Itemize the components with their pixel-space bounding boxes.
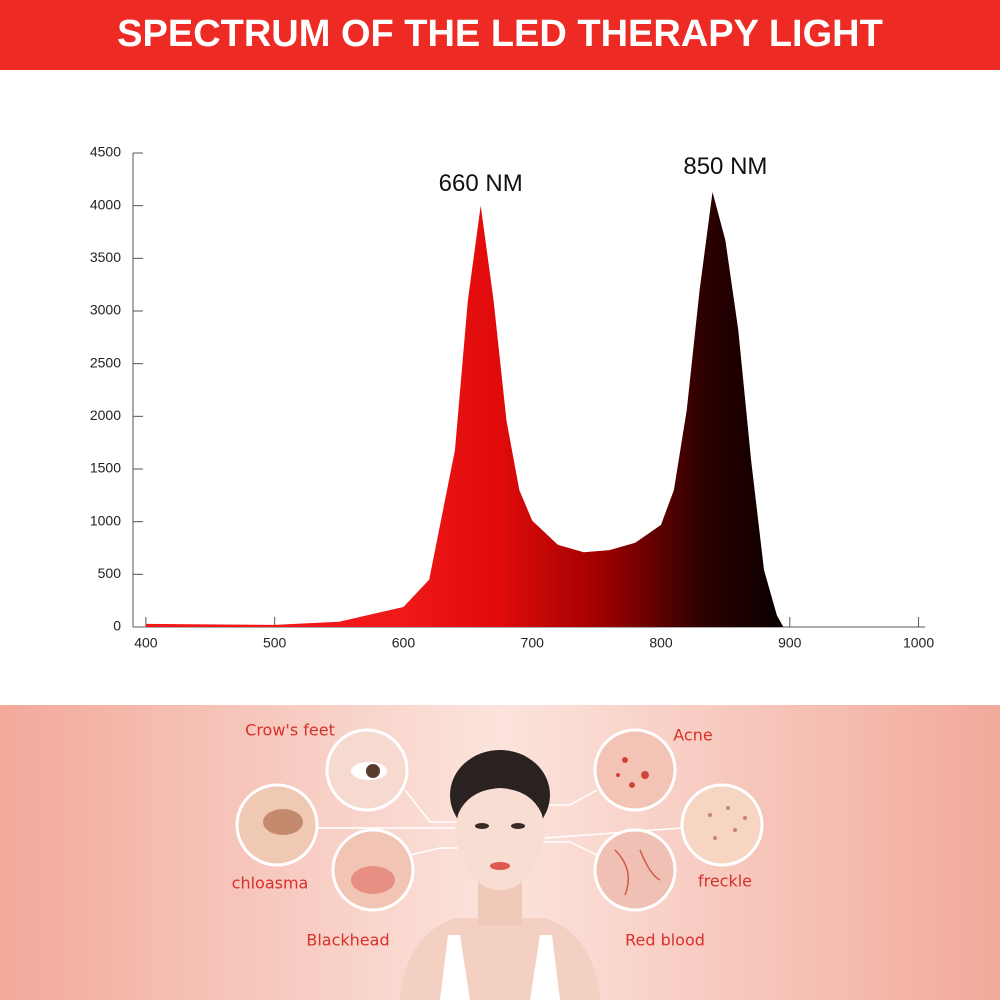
y-tick-label: 4000 — [90, 196, 121, 212]
y-tick-label: 2500 — [90, 354, 121, 370]
connector-lines — [317, 789, 683, 856]
lips — [490, 862, 510, 870]
spectrum-area — [145, 191, 784, 627]
x-tick-label: 900 — [778, 635, 802, 651]
icon-freckle — [708, 806, 747, 840]
x-tick-label: 800 — [649, 635, 673, 651]
y-tick-label: 1000 — [90, 512, 121, 528]
icon-vessels — [614, 849, 661, 896]
skin-label: Crow's feet — [245, 721, 335, 740]
y-tick-label: 3500 — [90, 249, 121, 265]
peak-label: 850 NM — [683, 153, 767, 180]
y-tick-label: 4500 — [90, 144, 121, 160]
skin-label: chloasma — [232, 874, 309, 893]
skin-panel: Crow's feet Acne chloasma freckle Blackh… — [0, 705, 1000, 1000]
eye — [475, 823, 489, 829]
y-tick-label: 0 — [113, 618, 121, 634]
y-tick-label: 1500 — [90, 460, 121, 476]
hairline — [456, 771, 544, 820]
header-band — [0, 0, 1000, 70]
icon-nose — [351, 866, 395, 894]
peak-label: 660 NM — [439, 170, 523, 197]
skin-label: Acne — [673, 726, 712, 745]
x-tick-label: 1000 — [903, 635, 934, 651]
skin-label: Blackhead — [306, 931, 389, 950]
icon-acne — [616, 757, 649, 788]
x-tick-label: 400 — [134, 635, 158, 651]
eye — [511, 823, 525, 829]
x-tick-label: 700 — [521, 635, 545, 651]
y-tick-label: 3000 — [90, 302, 121, 318]
skin-label: Red blood — [625, 931, 705, 950]
face — [456, 774, 544, 890]
skin-label: freckle — [698, 872, 752, 891]
spectrum-chart: 0 500 1000 1500 2000 2500 3000 3500 4000 4500 400 5… — [90, 144, 934, 651]
header-title: SPECTRUM OF THE LED THERAPY LIGHT — [117, 13, 883, 55]
y-tick-label: 2000 — [90, 407, 121, 423]
x-tick-label: 500 — [263, 635, 287, 651]
top — [440, 935, 560, 1000]
y-tick-label: 500 — [98, 565, 122, 581]
x-tick-label: 600 — [392, 635, 416, 651]
icon-iris — [366, 764, 380, 778]
icon-chloasma — [263, 809, 303, 835]
